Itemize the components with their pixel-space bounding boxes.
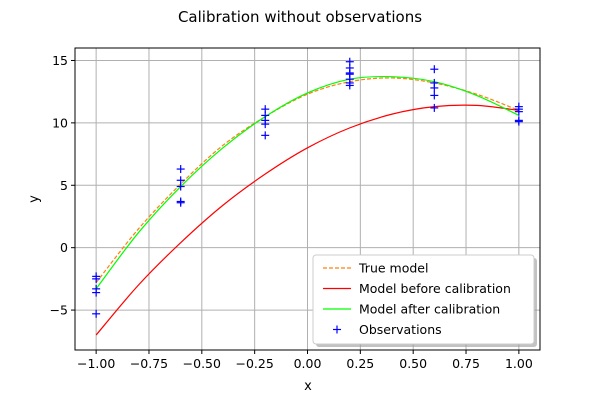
legend-box (312, 254, 535, 345)
legend-label: Model after calibration (359, 302, 500, 317)
x-tick-label: −0.50 (183, 356, 221, 371)
legend: True model Model before calibration Model … (312, 254, 537, 347)
x-tick-label: 0.75 (452, 356, 480, 371)
tick-layer: −1.00 −0.75 −0.50 −0.25 0.00 0.25 0.50 0.75 1.00… (50, 53, 533, 371)
observation-point (514, 117, 523, 126)
y-tick-label: −5 (50, 303, 68, 318)
chart-title: Calibration without observations (178, 8, 422, 26)
observation-point (430, 65, 439, 74)
series-line-model-before-calibration (95, 104, 519, 336)
y-tick-label: 15 (52, 53, 68, 68)
x-tick-label: −0.75 (130, 356, 168, 371)
observation-point (261, 116, 270, 125)
observation-point (176, 198, 185, 207)
grid-layer (75, 48, 540, 350)
observation-point (92, 288, 101, 297)
observation-point (261, 131, 270, 140)
series-line-true-model (95, 77, 520, 283)
observation-point (430, 83, 439, 92)
x-tick-label: 0.50 (399, 356, 427, 371)
y-tick-label: 5 (60, 178, 68, 193)
x-tick-label: −0.25 (236, 356, 274, 371)
legend-label: True model (358, 261, 428, 276)
y-tick-label: 0 (60, 240, 68, 255)
series-line-model-after-calibration (95, 75, 520, 290)
y-tick-label: 10 (52, 115, 68, 130)
legend-swatch (333, 325, 341, 334)
x-tick-label: −1.00 (77, 356, 115, 371)
observation-point (176, 165, 185, 174)
x-tick-label: 0.25 (346, 356, 374, 371)
x-axis-label: x (304, 379, 312, 394)
observation-point (92, 309, 101, 318)
observation-point (345, 81, 354, 90)
legend-label: Model before calibration (359, 281, 511, 296)
observation-point (345, 68, 354, 77)
observation-point (430, 91, 439, 100)
observation-point (92, 274, 101, 283)
legend-label: Observations (359, 322, 442, 337)
x-tick-label: 0.00 (294, 356, 322, 371)
x-tick-label: 1.00 (505, 356, 533, 371)
observation-point (176, 182, 185, 191)
observation-point (430, 103, 439, 112)
plot-layer (92, 57, 523, 336)
y-axis-label: y (27, 195, 42, 203)
observation-point (514, 107, 523, 116)
